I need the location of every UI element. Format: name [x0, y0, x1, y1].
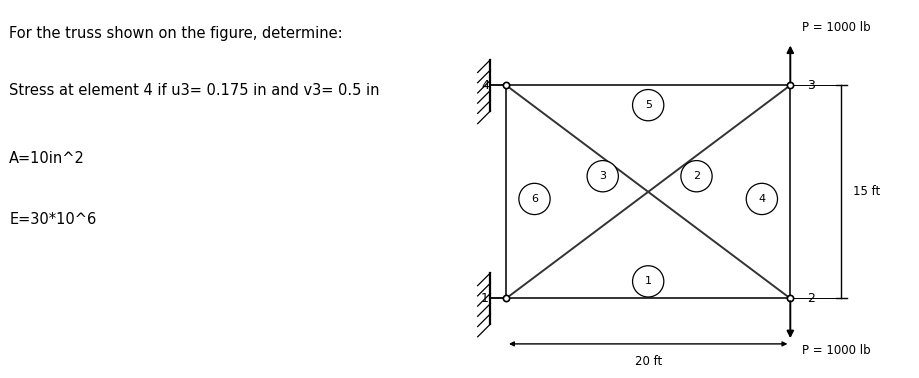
Circle shape: [745, 183, 777, 215]
Text: 4: 4: [757, 194, 765, 204]
Text: For the truss shown on the figure, determine:: For the truss shown on the figure, deter…: [9, 26, 343, 42]
Circle shape: [518, 183, 550, 215]
Text: 3: 3: [598, 171, 606, 181]
Text: 2: 2: [807, 292, 814, 305]
Text: 1: 1: [644, 276, 651, 287]
Text: 3: 3: [807, 79, 814, 92]
Text: 1: 1: [481, 292, 489, 305]
Text: A=10in^2: A=10in^2: [9, 151, 85, 166]
Circle shape: [680, 161, 711, 192]
Circle shape: [632, 90, 664, 121]
Text: 4: 4: [481, 79, 489, 92]
Text: 20 ft: 20 ft: [634, 355, 661, 368]
Text: 15 ft: 15 ft: [852, 185, 879, 198]
Text: Stress at element 4 if u3= 0.175 in and v3= 0.5 in: Stress at element 4 if u3= 0.175 in and …: [9, 83, 380, 98]
Text: 6: 6: [530, 194, 538, 204]
Circle shape: [586, 161, 618, 192]
Text: 2: 2: [692, 171, 699, 181]
Text: P = 1000 lb: P = 1000 lb: [800, 21, 869, 34]
Text: E=30*10^6: E=30*10^6: [9, 212, 96, 227]
Circle shape: [632, 266, 664, 297]
Text: P = 1000 lb: P = 1000 lb: [800, 344, 869, 357]
Text: 5: 5: [644, 100, 651, 110]
